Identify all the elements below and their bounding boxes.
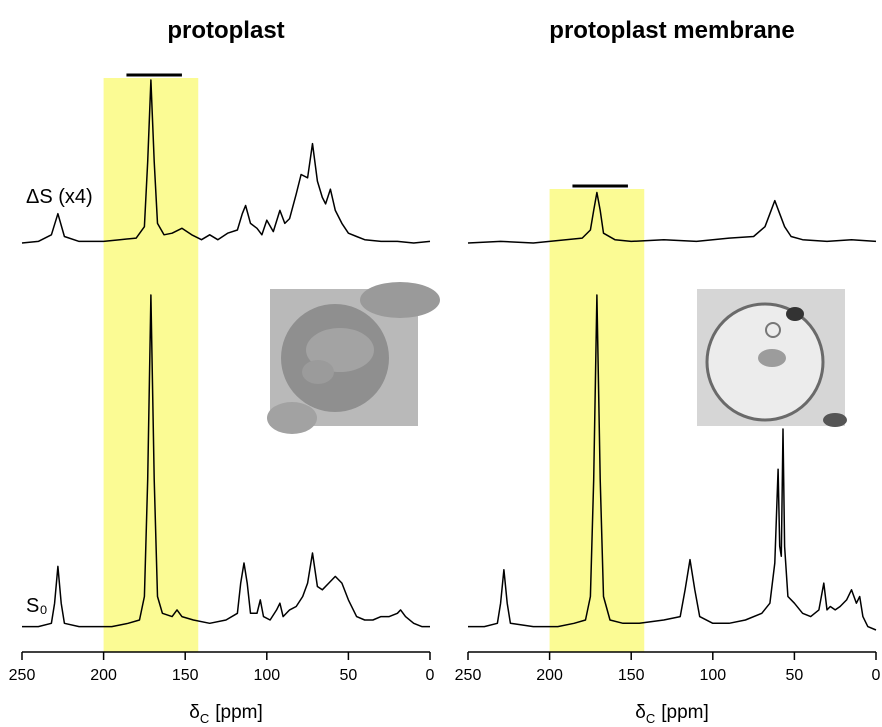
x-tick-label: 100 [699,667,726,684]
x-tick-label: 150 [618,667,645,684]
x-axis-label: δC [ppm] [189,702,263,726]
x-tick-label: 150 [172,667,199,684]
micrograph-inset [267,282,440,434]
x-tick-label: 250 [9,667,36,684]
x-tick-label: 0 [872,667,881,684]
spectrum-line [22,80,430,243]
x-tick-label: 50 [340,667,358,684]
x-label-subscript: C [646,711,655,726]
series-label: ΔS (x4) [26,186,93,208]
x-label-unit: [ppm] [215,702,263,723]
x-tick-label: 50 [786,667,804,684]
figure: protoplastΔS (x4)S₀250200150100500δC[ppm… [0,0,882,727]
x-label-symbol: δ [635,702,646,723]
x-axis-label: δC [ppm] [635,702,709,726]
x-tick-label: 200 [90,667,117,684]
highlight-band [550,189,645,652]
x-label-subscript: C [200,711,209,726]
x-tick-label: 0 [426,667,435,684]
highlight-band [104,78,199,652]
micrograph-inset [697,289,847,427]
x-label-unit: [ppm] [661,702,709,723]
chart-title: protoplast membrane [549,17,794,44]
x-tick-label: 250 [455,667,482,684]
spectrum-line [468,193,876,244]
series-label: S₀ [26,595,48,617]
chart-title: protoplast [167,17,284,44]
x-tick-label: 200 [536,667,563,684]
x-label-symbol: δ [189,702,200,723]
x-tick-label: 100 [253,667,280,684]
